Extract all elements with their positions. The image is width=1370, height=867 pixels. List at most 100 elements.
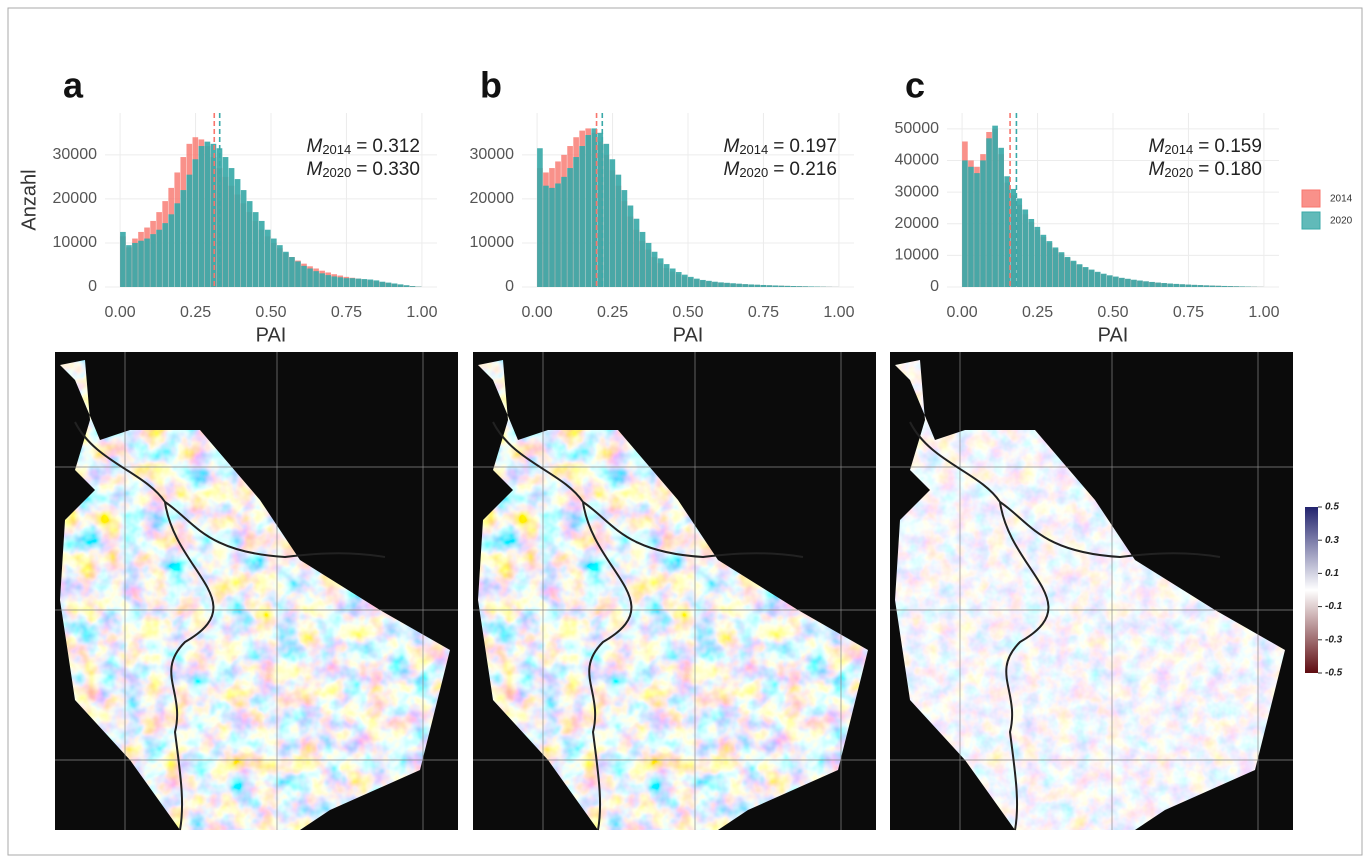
map — [473, 352, 876, 830]
histogram-bar — [386, 283, 392, 287]
histogram-bar — [658, 258, 664, 287]
x-axis-label: PAI — [673, 324, 704, 346]
colorbar — [1305, 507, 1318, 673]
map — [890, 352, 1293, 830]
histogram-bar — [652, 252, 658, 287]
histogram-bar — [561, 177, 567, 287]
histogram-bar — [1095, 272, 1101, 287]
annotation-part: 0.216 — [789, 159, 837, 180]
histogram-bar — [283, 252, 289, 287]
histogram-bar — [349, 278, 355, 287]
histogram-bar — [628, 206, 634, 287]
histogram-bar — [156, 230, 162, 287]
annotation-part: = — [773, 136, 784, 157]
histogram-bar — [706, 281, 712, 287]
annotation-part: 0.159 — [1214, 136, 1262, 157]
histogram-bar — [1035, 227, 1041, 287]
histogram-bar — [362, 279, 368, 287]
legend-key — [1302, 212, 1320, 229]
histogram-bar — [585, 135, 591, 287]
histogram-bar — [754, 285, 760, 287]
histogram-bar — [1053, 247, 1059, 287]
annotation-part: = — [1198, 159, 1209, 180]
histogram-bar — [785, 286, 791, 287]
histogram-bar — [1059, 252, 1065, 287]
legend-label: 2014 — [1330, 194, 1353, 205]
annotation-part: 2020 — [322, 165, 351, 180]
histogram-bar — [700, 280, 706, 287]
histogram-bar — [766, 285, 772, 287]
annotation-part: M — [1149, 136, 1165, 157]
histogram-bar — [253, 212, 259, 287]
y-tick-label: 20000 — [53, 190, 98, 207]
histogram-bar — [1149, 282, 1155, 287]
histogram-bar — [356, 279, 362, 287]
histogram-bar — [591, 128, 597, 287]
annotation-part: 0.330 — [372, 159, 420, 180]
annotation-part: = — [356, 159, 367, 180]
colorbar-label: -0.3 — [1325, 634, 1343, 645]
histogram-bar — [676, 272, 682, 287]
histogram-bar — [307, 268, 313, 287]
y-tick-label: 50000 — [895, 120, 940, 137]
histogram-bar — [640, 232, 646, 287]
histogram-bar — [992, 126, 998, 287]
histogram-bar — [573, 157, 579, 287]
x-tick-label: 1.00 — [1248, 304, 1279, 321]
annotation-part: = — [356, 136, 367, 157]
y-tick-label: 10000 — [53, 234, 98, 251]
histogram-bar — [1016, 198, 1022, 287]
maps — [55, 352, 1293, 830]
histogram-bar — [986, 138, 992, 287]
histogram-bar — [126, 245, 132, 287]
annotation-part: = — [773, 159, 784, 180]
y-tick-label: 30000 — [470, 146, 515, 163]
panel-label: c — [905, 65, 925, 106]
x-tick-label: 0.00 — [522, 304, 553, 321]
y-tick-label: 0 — [930, 278, 939, 295]
histogram-bar — [1210, 286, 1216, 287]
annotation-part: 0.197 — [789, 136, 837, 157]
histogram-bar — [168, 214, 174, 287]
histogram-bar — [180, 190, 186, 287]
histogram-bar — [980, 160, 986, 287]
histogram-bar — [974, 173, 980, 287]
panel-label: a — [63, 65, 84, 106]
histogram-bar — [809, 286, 815, 287]
histogram-bar — [616, 175, 622, 287]
annotation-part: 0.312 — [372, 136, 420, 157]
histogram-bar — [682, 275, 688, 287]
histogram-bar — [718, 282, 724, 287]
histogram-bar — [380, 282, 386, 287]
histogram-bar — [1107, 275, 1113, 287]
histogram-bar — [634, 219, 640, 287]
histogram-bar — [610, 159, 616, 287]
y-tick-label: 20000 — [470, 190, 515, 207]
histogram-bar — [398, 284, 404, 287]
annotation-part: 2014 — [322, 142, 351, 157]
x-tick-label: 0.25 — [180, 304, 211, 321]
histogram-bar — [186, 175, 192, 287]
x-tick-label: 0.50 — [672, 304, 703, 321]
histogram-bar — [1125, 279, 1131, 287]
histogram-bar — [1047, 241, 1053, 287]
histogram-bar — [1028, 219, 1034, 287]
histogram-bar — [1065, 257, 1071, 287]
colorbar-label: 0.5 — [1325, 502, 1339, 513]
y-tick-label: 30000 — [53, 146, 98, 163]
histogram-bar — [150, 234, 156, 287]
histogram-bar — [1167, 284, 1173, 287]
histogram-bar — [277, 245, 283, 287]
histogram-bar — [211, 144, 217, 287]
y-tick-label: 10000 — [470, 234, 515, 251]
histogram-bar — [1077, 264, 1083, 287]
histogram-bar — [567, 168, 573, 287]
histogram-bar — [773, 285, 779, 287]
y-tick-label: 10000 — [895, 247, 940, 264]
histogram-bar — [779, 286, 785, 287]
histogram-bar — [241, 190, 247, 287]
panel-label: b — [480, 65, 502, 106]
histogram-bar — [730, 283, 736, 287]
histogram-bar — [797, 286, 803, 287]
